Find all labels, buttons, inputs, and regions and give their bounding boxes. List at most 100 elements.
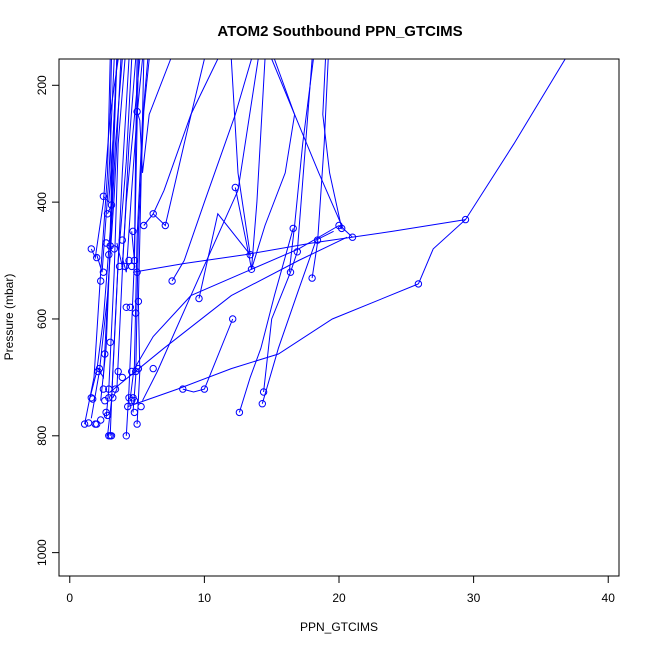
series-line-31 (263, 59, 313, 393)
data-point-79 (132, 309, 140, 317)
data-point-85 (122, 303, 131, 311)
data-point-32 (149, 364, 157, 373)
data-point-66 (258, 400, 266, 408)
data-point-55 (149, 210, 157, 218)
series-line-38 (127, 283, 419, 408)
series-line-27 (182, 318, 234, 393)
series-line-24 (142, 59, 259, 401)
y-axis-label: Pressure (mbar) (2, 274, 16, 361)
data-point-84 (118, 373, 127, 382)
y-tick-label-3: 600 (35, 309, 49, 329)
data-point-58 (195, 294, 203, 303)
x-tick-label-5: 40 (602, 591, 616, 605)
data-point-3 (87, 394, 96, 402)
data-point-51 (107, 201, 116, 209)
data-point-31 (134, 364, 143, 373)
x-tick-label-2: 10 (198, 591, 212, 605)
series-line-13 (107, 59, 113, 215)
series-line-18 (132, 59, 150, 413)
data-point-33 (87, 245, 96, 253)
data-point-21 (122, 432, 131, 440)
data-point-69 (289, 224, 297, 233)
series-line-19 (136, 59, 145, 425)
data-point-22 (124, 402, 132, 411)
data-point-77 (461, 215, 470, 224)
series-line-10 (109, 59, 133, 436)
y-tick-label-4: 800 (35, 425, 49, 445)
data-point-50 (103, 210, 112, 218)
x-tick-label-3: 20 (332, 591, 346, 605)
data-point-78 (126, 303, 135, 311)
data-point-76 (414, 280, 423, 288)
series-line-29 (261, 230, 334, 404)
data-point-16 (107, 432, 116, 440)
data-point-75 (348, 233, 357, 241)
data-point-64 (246, 251, 254, 259)
series-line-22 (143, 59, 219, 226)
series-layer (84, 59, 566, 436)
series-line-4 (90, 59, 119, 260)
data-point-9 (97, 416, 105, 424)
series-line-15 (121, 59, 143, 273)
series-line-33 (251, 59, 296, 270)
series-line-7 (100, 59, 118, 401)
data-point-70 (293, 248, 301, 256)
points-layer (80, 107, 470, 440)
data-point-29 (128, 367, 136, 376)
series-line-25 (171, 59, 252, 282)
series-line-14 (116, 59, 141, 267)
data-point-74 (338, 224, 346, 233)
data-point-17 (105, 394, 113, 402)
data-point-49 (99, 192, 108, 201)
series-line-32 (288, 59, 314, 273)
series-line-40 (109, 236, 348, 393)
data-point-26 (130, 408, 139, 417)
series-line-5 (96, 59, 115, 273)
data-point-1 (80, 420, 89, 428)
series-line-26 (198, 59, 251, 299)
series-line-34 (322, 59, 343, 231)
data-point-35 (97, 277, 105, 285)
data-point-42 (118, 236, 127, 244)
data-point-36 (99, 268, 108, 276)
y-tick-label-5: 1000 (35, 539, 49, 566)
plot-area (58, 58, 620, 577)
data-point-20 (114, 367, 122, 376)
data-point-8 (95, 364, 104, 373)
data-point-40 (110, 245, 118, 253)
data-point-80 (101, 350, 109, 358)
series-line-35 (273, 59, 353, 238)
data-point-4 (89, 395, 97, 403)
series-line-16 (125, 59, 139, 436)
data-point-71 (308, 274, 316, 282)
data-point-61 (229, 315, 237, 323)
series-line-28 (238, 228, 294, 413)
x-axis: 0 10 20 30 40 (66, 575, 616, 605)
data-point-44 (125, 256, 133, 265)
data-point-48 (134, 297, 143, 306)
data-point-10 (99, 385, 108, 393)
x-tick-label-4: 30 (467, 591, 481, 605)
y-tick-label-2: 400 (35, 192, 49, 212)
series-line-23 (152, 59, 205, 227)
data-point-39 (105, 251, 113, 259)
data-point-63 (231, 183, 240, 192)
chart-title: ATOM2 Southbound PPN_GTCIMS (217, 23, 462, 40)
data-point-68 (286, 268, 295, 276)
data-point-65 (247, 265, 256, 273)
series-line-3 (90, 59, 122, 419)
series-line-20 (131, 59, 138, 261)
series-line-21 (136, 59, 172, 173)
x-tick-label-1: 0 (66, 591, 73, 605)
data-point-18 (109, 394, 117, 402)
series-line-39 (132, 219, 466, 273)
data-point-27 (133, 420, 141, 428)
data-point-41 (115, 262, 124, 271)
data-point-34 (93, 253, 101, 262)
data-point-28 (137, 402, 145, 411)
y-tick-label-1: 200 (35, 75, 49, 95)
series-line-37 (417, 59, 566, 285)
data-point-72 (313, 236, 322, 244)
data-point-53 (133, 107, 141, 116)
